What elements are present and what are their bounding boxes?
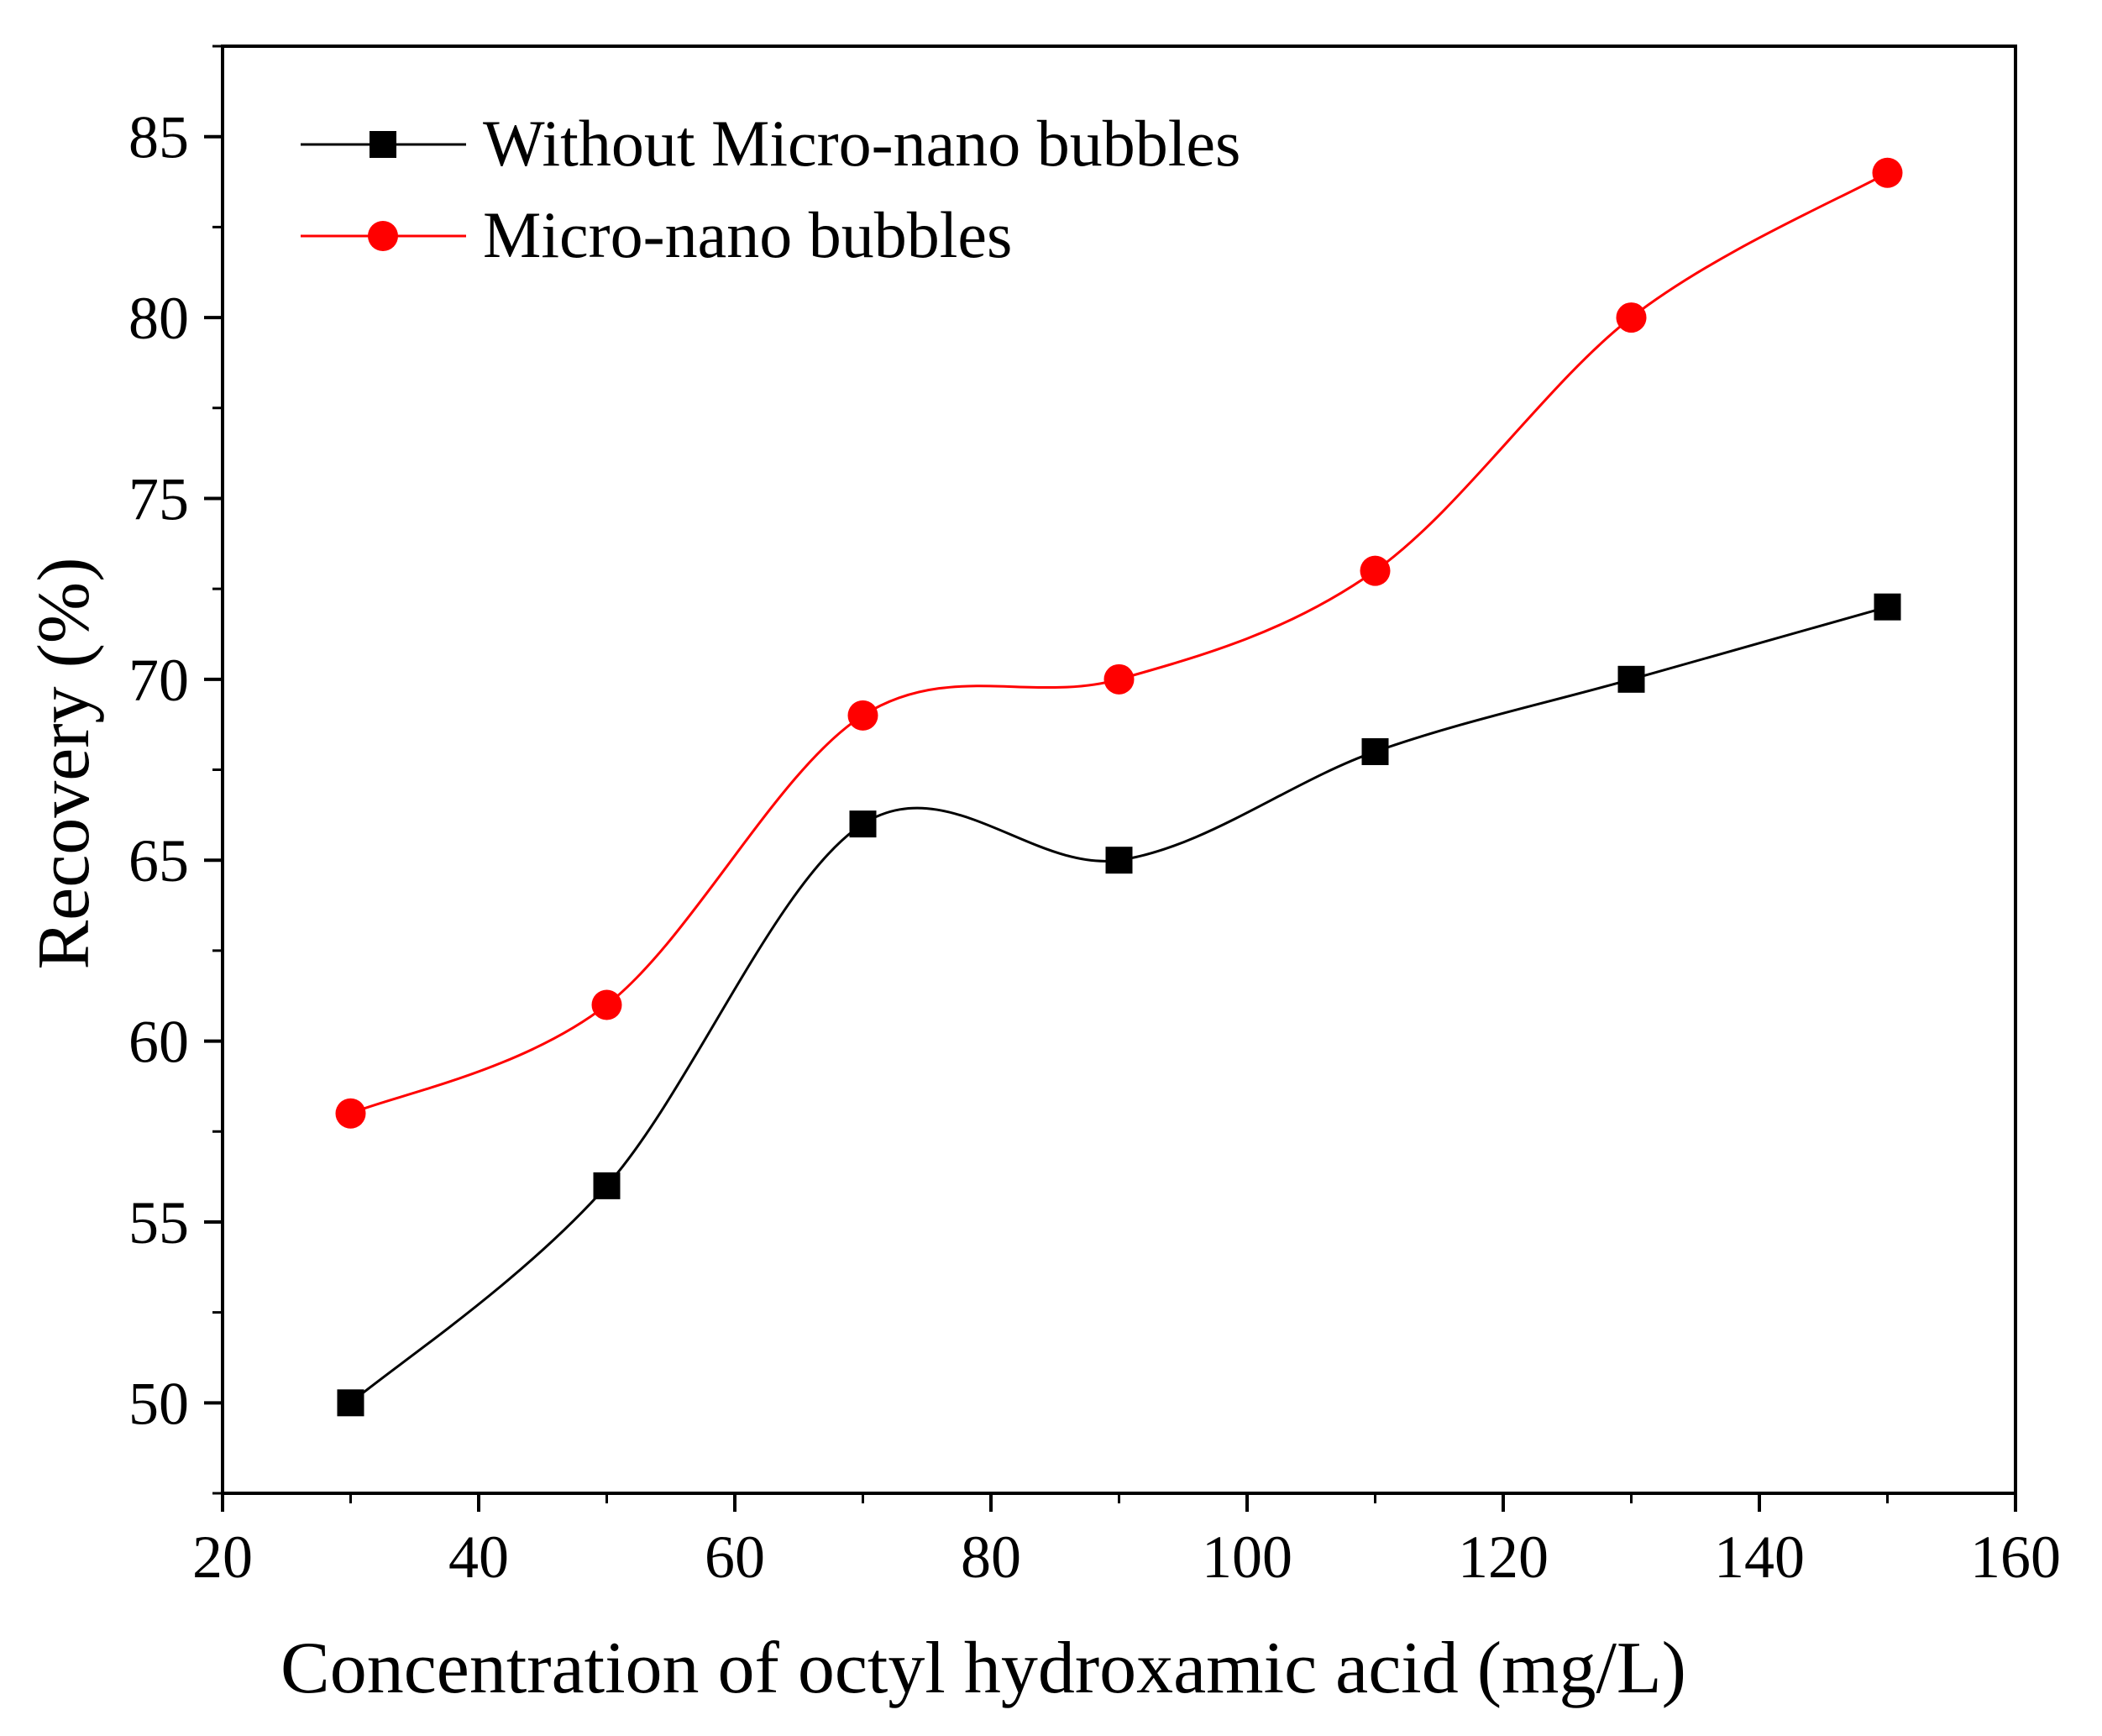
- y-tick-label: 55: [128, 1189, 189, 1256]
- x-tick-label: 40: [448, 1524, 509, 1591]
- y-axis-title: Recovery (%): [24, 557, 105, 969]
- x-tick-label: 60: [705, 1524, 765, 1591]
- x-tick-label: 20: [192, 1524, 253, 1591]
- x-tick-label: 140: [1714, 1524, 1805, 1591]
- legend-entry-1: Micro-nano bubbles: [301, 198, 1012, 271]
- data-point-circle: [1616, 302, 1647, 333]
- y-tick-label: 65: [128, 827, 189, 894]
- x-tick-label: 100: [1202, 1524, 1292, 1591]
- data-point-circle: [1872, 157, 1903, 188]
- series-0: [337, 593, 1901, 1417]
- legend: Without Micro-nano bubbles Micro-nano bub…: [301, 107, 1240, 271]
- data-point-square: [1617, 665, 1645, 693]
- x-axis-title: Concentration of octyl hydroxamic acid (…: [280, 1628, 1686, 1709]
- legend-label: Micro-nano bubbles: [483, 198, 1012, 271]
- x-tick-label: 160: [1970, 1524, 2061, 1591]
- y-tick-label: 75: [128, 465, 189, 532]
- y-tick-label: 85: [128, 104, 189, 171]
- data-point-circle: [1360, 555, 1391, 586]
- data-point-circle: [1103, 663, 1135, 695]
- data-point-circle: [847, 700, 878, 731]
- series-layer: [335, 157, 1903, 1417]
- series-1: [335, 157, 1903, 1129]
- x-tick-label: 80: [961, 1524, 1021, 1591]
- y-tick-label: 50: [128, 1370, 189, 1437]
- y-tick-label: 80: [128, 285, 189, 352]
- legend-entry-0: Without Micro-nano bubbles: [301, 107, 1240, 180]
- legend-marker-circle: [368, 221, 398, 251]
- y-tick-label: 60: [128, 1009, 189, 1076]
- series-line: [349, 606, 1888, 1404]
- legend-marker-square: [370, 131, 396, 158]
- data-point-square: [1105, 847, 1133, 874]
- data-point-square: [593, 1172, 621, 1199]
- y-tick-label: 70: [128, 647, 189, 714]
- data-point-circle: [591, 989, 622, 1020]
- x-tick-label: 120: [1458, 1524, 1549, 1591]
- data-point-square: [1361, 737, 1389, 765]
- data-point-square: [1874, 593, 1901, 621]
- data-point-circle: [335, 1098, 366, 1129]
- data-point-square: [849, 810, 877, 838]
- series-line: [349, 171, 1889, 1115]
- axes: 20 40 60 80 100 120 140 160 50 55 60 65 70 75 80 85: [128, 45, 2061, 1591]
- data-point-square: [337, 1389, 364, 1417]
- legend-label: Without Micro-nano bubbles: [483, 107, 1240, 180]
